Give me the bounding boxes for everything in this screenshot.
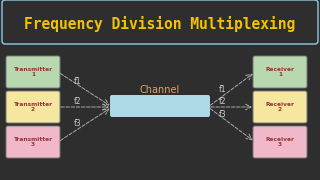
- FancyBboxPatch shape: [110, 95, 210, 117]
- Text: f3: f3: [219, 110, 226, 119]
- Text: Receiver
1: Receiver 1: [266, 67, 294, 77]
- Text: f3: f3: [74, 118, 81, 127]
- Text: Frequency Division Multiplexing: Frequency Division Multiplexing: [24, 16, 296, 32]
- Text: Transmitter
3: Transmitter 3: [13, 137, 52, 147]
- Text: f1: f1: [74, 76, 81, 86]
- FancyBboxPatch shape: [6, 126, 60, 158]
- FancyBboxPatch shape: [6, 91, 60, 123]
- Text: f2: f2: [219, 98, 226, 107]
- Text: Channel: Channel: [140, 85, 180, 95]
- Text: f1: f1: [219, 85, 226, 94]
- FancyBboxPatch shape: [253, 91, 307, 123]
- Text: Receiver
2: Receiver 2: [266, 102, 294, 112]
- Text: Transmitter
1: Transmitter 1: [13, 67, 52, 77]
- Text: f2: f2: [74, 98, 81, 107]
- FancyBboxPatch shape: [2, 0, 318, 44]
- Text: Receiver
3: Receiver 3: [266, 137, 294, 147]
- Text: Transmitter
2: Transmitter 2: [13, 102, 52, 112]
- FancyBboxPatch shape: [253, 56, 307, 88]
- FancyBboxPatch shape: [6, 56, 60, 88]
- FancyBboxPatch shape: [253, 126, 307, 158]
